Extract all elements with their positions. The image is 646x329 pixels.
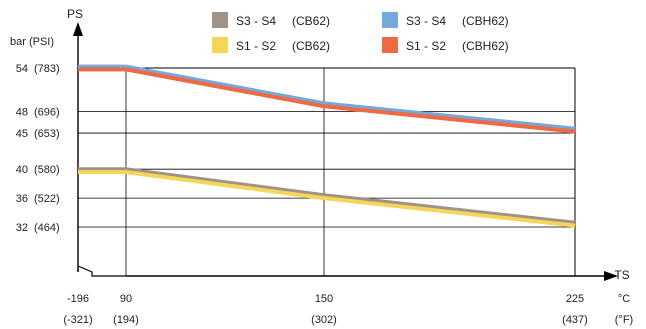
- y-axis-unit-label: bar (PSI): [10, 36, 54, 48]
- legend-series-code: (CB62): [292, 14, 330, 28]
- y-tick-label-psi: (696): [34, 106, 60, 118]
- y-tick-label-psi: (580): [34, 164, 60, 176]
- legend-series-name: S3 - S4: [406, 14, 446, 28]
- y-tick-label: 48: [16, 106, 28, 118]
- x-tick-label-fahrenheit: (302): [311, 314, 337, 326]
- y-tick-label: 36: [16, 193, 28, 205]
- grid-lines: [78, 67, 576, 276]
- y-tick-label-psi: (783): [34, 63, 60, 75]
- x-tick-label-fahrenheit: (-321): [63, 314, 92, 326]
- legend-swatch: [382, 37, 398, 53]
- y-tick-label: 32: [16, 222, 28, 234]
- legend-series-code: (CBH62): [462, 14, 509, 28]
- y-tick-label-psi: (522): [34, 193, 60, 205]
- series-line-0: [78, 64, 576, 131]
- axes: PS bar (PSI) TS °C (°F): [10, 7, 633, 326]
- series-line-3: [78, 170, 576, 228]
- y-tick-label-psi: (653): [34, 128, 60, 140]
- legend-series-code: (CB62): [292, 39, 330, 53]
- x-tick-label-fahrenheit: (194): [113, 314, 139, 326]
- x-tick-label: -196: [67, 293, 89, 305]
- x-tick-label: 150: [315, 293, 333, 305]
- y-tick-labels: 54 (783) 48 (696) 45 (653) 40 (580) 36 (522) 32 (46…: [16, 63, 60, 234]
- legend-series-name: S1 - S2: [236, 39, 276, 53]
- series-line-1: [78, 67, 576, 134]
- y-axis-title: PS: [67, 7, 83, 21]
- y-axis-arrow-icon: [73, 22, 83, 36]
- series-lines: [78, 64, 576, 228]
- series-line-2: [78, 167, 576, 225]
- axis-break-icon: [77, 265, 126, 277]
- x-axis-unit-fahrenheit: (°F): [615, 314, 633, 326]
- legend: S3 - S4 (CB62) S3 - S4 (CBH62) S1 - S2 (CB62)…: [212, 12, 509, 53]
- y-tick-label-psi: (464): [34, 222, 60, 234]
- legend-series-name: S3 - S4: [236, 14, 276, 28]
- legend-swatch: [382, 12, 398, 28]
- x-axis-unit-celsius: °C: [618, 293, 630, 305]
- y-tick-label: 40: [16, 164, 28, 176]
- y-tick-label: 54: [16, 63, 28, 75]
- legend-series-name: S1 - S2: [406, 39, 446, 53]
- x-tick-label: 90: [120, 293, 132, 305]
- legend-series-code: (CBH62): [462, 39, 509, 53]
- x-tick-label: 225: [566, 293, 584, 305]
- x-axis-title: TS: [614, 268, 629, 282]
- x-axis-arrow-icon: [604, 271, 618, 281]
- x-tick-labels: -196 (-321) 90 (194) 150 (302) 225 (437): [63, 293, 588, 326]
- x-tick-label-fahrenheit: (437): [562, 314, 588, 326]
- legend-swatch: [212, 12, 228, 28]
- y-tick-label: 45: [16, 128, 28, 140]
- legend-swatch: [212, 37, 228, 53]
